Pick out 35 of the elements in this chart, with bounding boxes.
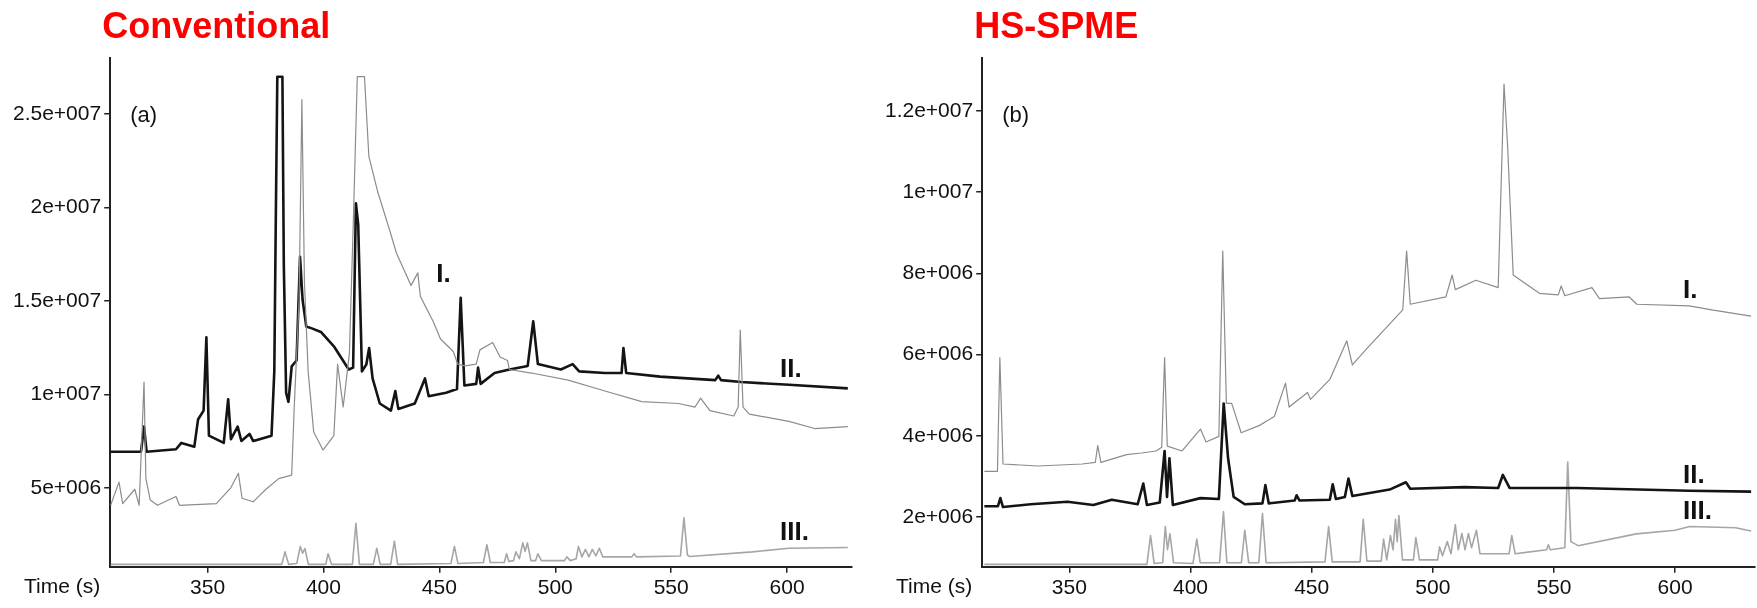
- y-tick-label: 8e+006: [902, 260, 974, 284]
- chart-title: Conventional: [102, 5, 331, 46]
- x-axis-title: Time (s): [23, 573, 101, 597]
- x-tick-label: 550: [653, 575, 689, 599]
- series-label: III.: [1683, 494, 1712, 525]
- x-tick-label: 400: [1173, 575, 1209, 599]
- x-tick-label: 600: [1657, 575, 1693, 599]
- y-tick-label: 1e+007: [902, 178, 974, 202]
- x-axis-title: Time (s): [895, 573, 973, 597]
- x-tick-label: 450: [421, 575, 457, 599]
- annotation: (a): [130, 102, 158, 128]
- y-tick-label: 1.2e+007: [884, 97, 974, 121]
- series-label: II.: [1683, 458, 1705, 489]
- x-tick-label: 500: [1415, 575, 1451, 599]
- x-tick-label: 450: [1294, 575, 1330, 599]
- y-tick-label: 6e+006: [902, 341, 974, 365]
- x-tick-label: 400: [305, 575, 341, 599]
- y-tick-label: 1.5e+007: [12, 287, 102, 311]
- series-label: II.: [780, 352, 802, 383]
- x-tick-label: 350: [1051, 575, 1087, 599]
- y-tick-label: 1e+007: [30, 381, 102, 405]
- y-tick-label: 4e+006: [902, 422, 974, 446]
- y-tick-label: 5e+006: [30, 474, 102, 498]
- x-tick-label: 350: [190, 575, 226, 599]
- y-tick-label: 2.5e+007: [12, 100, 102, 124]
- y-tick-label: 2e+007: [30, 194, 102, 218]
- x-tick-label: 600: [769, 575, 805, 599]
- series-label: III.: [780, 516, 809, 547]
- x-tick-label: 550: [1536, 575, 1572, 599]
- series-label: I.: [1683, 273, 1698, 304]
- annotation: (b): [1002, 102, 1030, 128]
- x-tick-label: 500: [537, 575, 573, 599]
- series-label: I.: [436, 258, 451, 289]
- y-tick-label: 2e+006: [902, 504, 974, 528]
- chart-title: HS-SPME: [974, 5, 1139, 46]
